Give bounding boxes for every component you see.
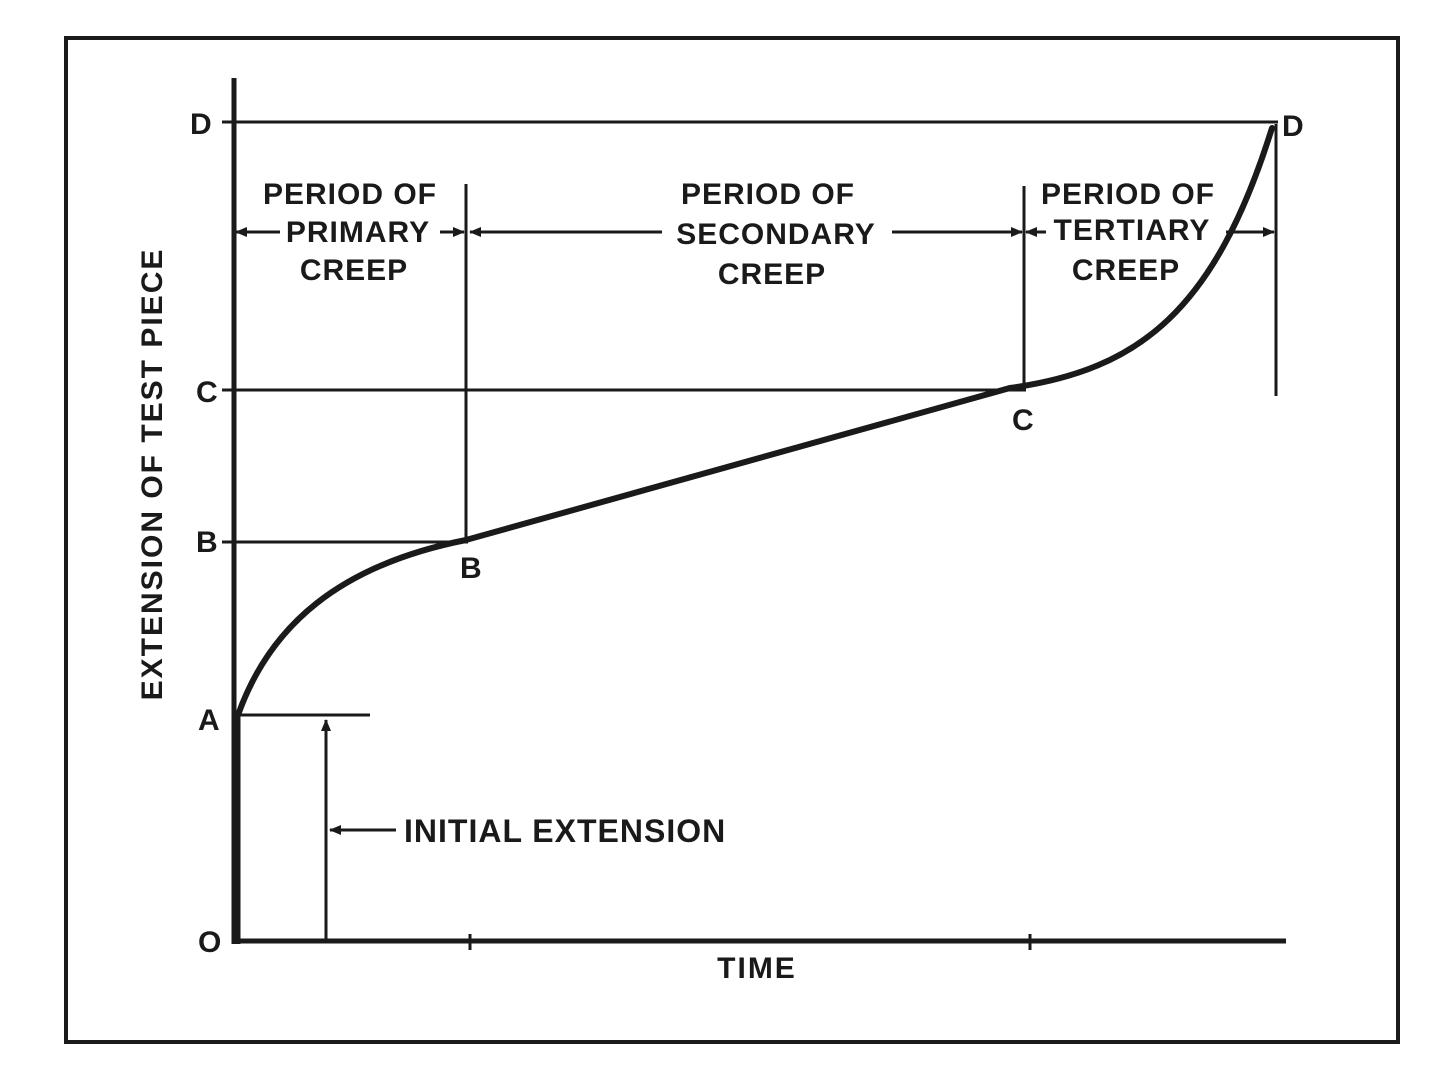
tertiary-period-line3: CREEP [1072,254,1180,287]
level-b-label: B [196,526,218,559]
primary-period-line1: PERIOD OF [263,178,437,211]
primary-period-line2: PRIMARY [286,216,430,249]
level-a-label: A [198,704,220,737]
level-d-label: D [190,108,212,141]
y-axis-title: EXTENSION OF TEST PIECE [136,248,169,701]
curve-point-c-label: C [1012,404,1034,437]
curve-point-b-label: B [460,552,482,585]
level-c-label: C [196,376,218,409]
curve-point-d-label: D [1282,110,1304,143]
x-axis-title: TIME [717,952,797,985]
secondary-period-line1: PERIOD OF [681,178,855,211]
secondary-period-line2: SECONDARY [676,218,876,251]
creep-curve [235,125,1275,718]
initial-extension-label: INITIAL EXTENSION [404,813,726,849]
outer-frame [64,36,1400,1044]
tertiary-period-line2: TERTIARY [1054,214,1211,247]
primary-period-line3: CREEP [300,254,408,287]
origin-label: O [198,926,221,959]
tertiary-period-line1: PERIOD OF [1041,178,1215,211]
secondary-period-line3: CREEP [718,258,826,291]
